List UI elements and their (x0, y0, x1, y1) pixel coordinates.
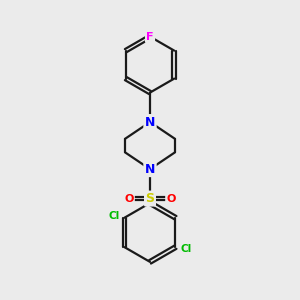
Text: Cl: Cl (180, 244, 191, 254)
Text: O: O (124, 194, 134, 204)
Text: O: O (167, 194, 176, 204)
Text: N: N (145, 163, 155, 176)
Text: S: S (146, 192, 154, 205)
Text: F: F (146, 32, 154, 42)
Text: N: N (145, 116, 155, 128)
Text: Cl: Cl (109, 211, 120, 221)
